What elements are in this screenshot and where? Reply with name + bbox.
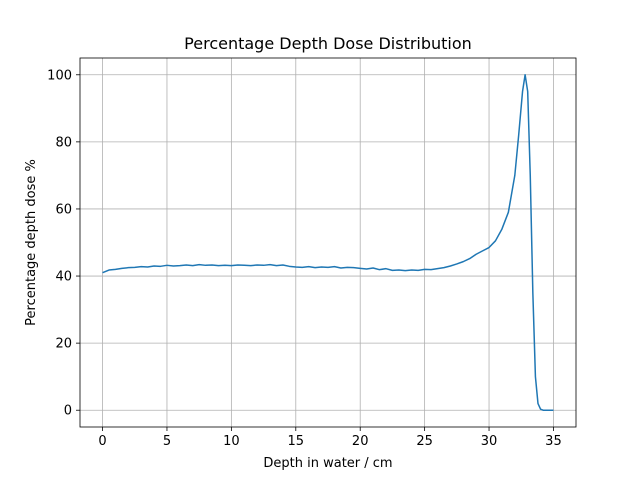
x-tick-label: 35 bbox=[545, 434, 562, 449]
x-tick-label: 15 bbox=[288, 434, 305, 449]
x-tick-label: 10 bbox=[223, 434, 240, 449]
y-tick-label: 20 bbox=[55, 337, 72, 352]
y-axis-label: Percentage depth dose % bbox=[24, 159, 39, 326]
x-tick-label: 5 bbox=[163, 434, 171, 449]
x-tick-label: 20 bbox=[352, 434, 369, 449]
series-line bbox=[102, 74, 554, 411]
x-tick-label: 0 bbox=[98, 434, 106, 449]
series-layer bbox=[102, 74, 554, 411]
y-tick-label: 40 bbox=[55, 270, 72, 285]
y-tick-label: 100 bbox=[47, 68, 72, 83]
y-tick-label: 80 bbox=[55, 135, 72, 150]
x-tick-label: 25 bbox=[416, 434, 433, 449]
x-axis-label: Depth in water / cm bbox=[263, 456, 392, 471]
y-tick-label: 60 bbox=[55, 202, 72, 217]
tick-marks bbox=[76, 74, 554, 431]
x-tick-label: 30 bbox=[481, 434, 498, 449]
plot-frame bbox=[79, 57, 577, 428]
chart-title: Percentage Depth Dose Distribution bbox=[184, 34, 472, 53]
grid-lines bbox=[80, 58, 576, 427]
y-tick-label: 0 bbox=[64, 404, 72, 419]
tick-labels: 0 5 10 15 20 25 30 35 0 20 40 60 80 100 bbox=[47, 68, 562, 449]
